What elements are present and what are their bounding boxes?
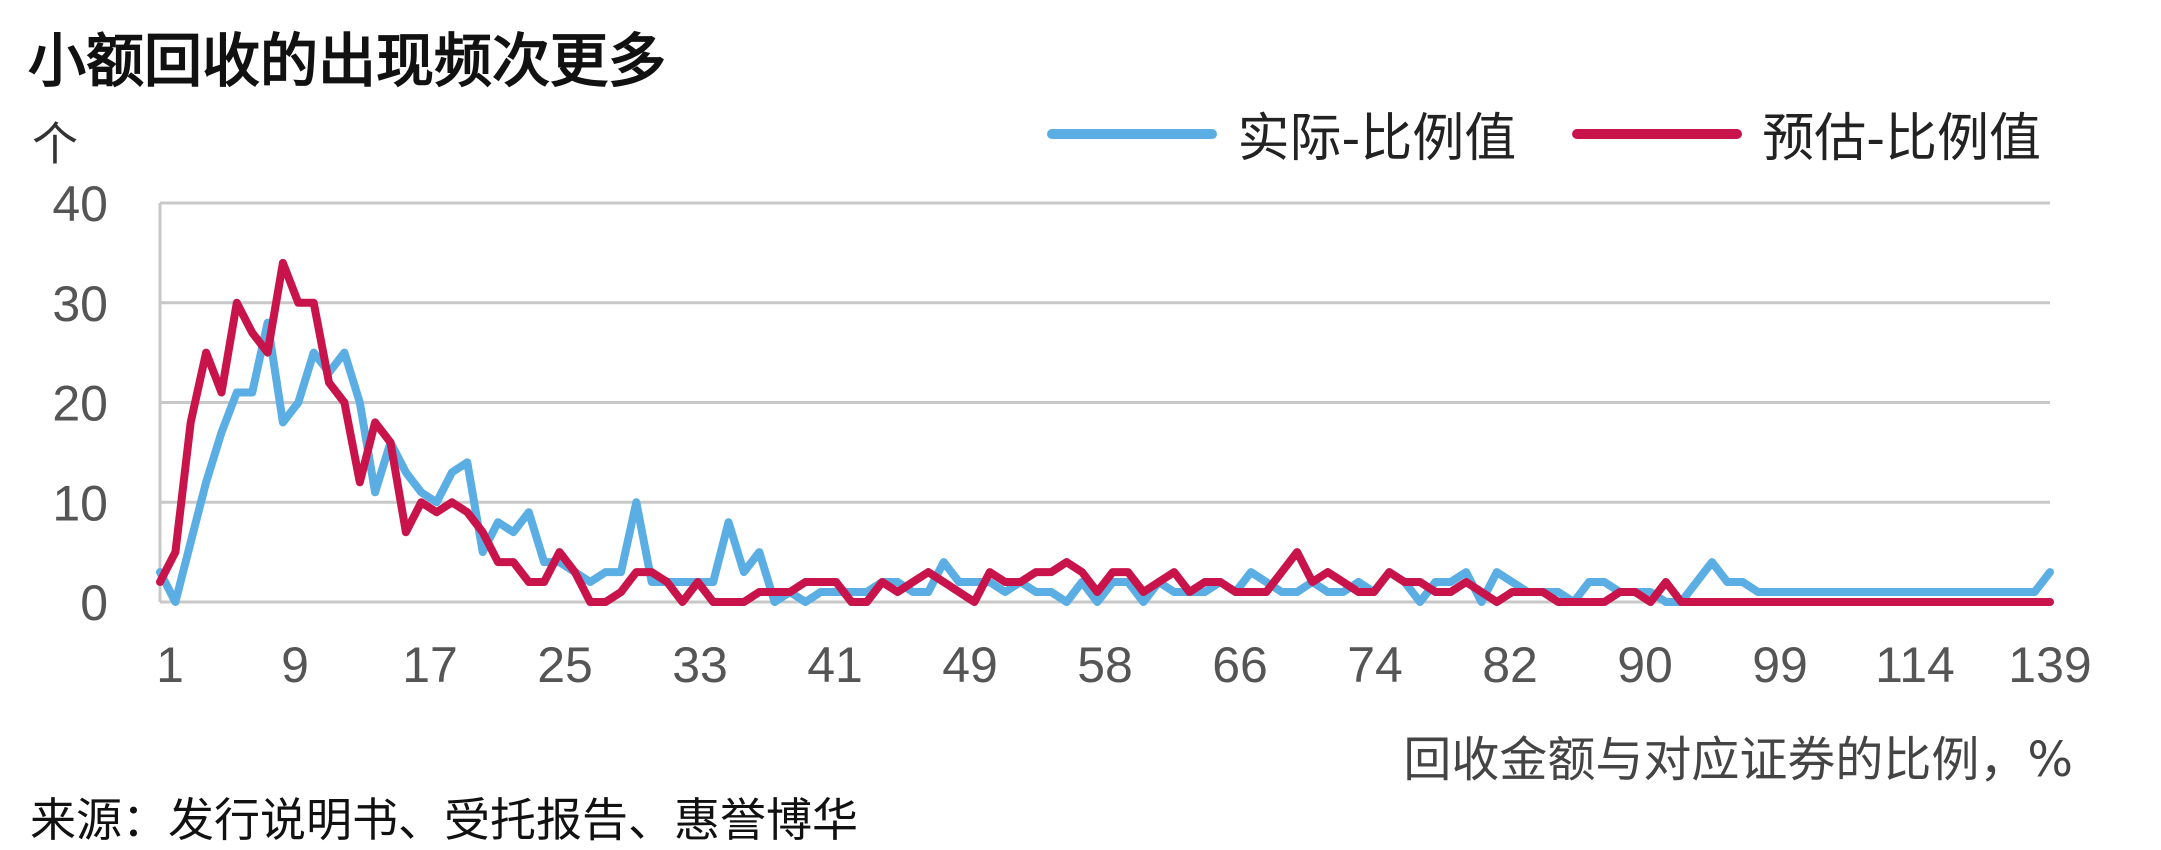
series-line-actual — [156, 318, 2054, 606]
x-tick-label-74: 74 — [1347, 637, 1403, 693]
legend-label-actual: 实际-比例值 — [1237, 109, 1517, 169]
source-note: 来源：发行说明书、受托报告、惠誉博华 — [30, 793, 858, 847]
x-tick-label-66: 66 — [1212, 637, 1268, 693]
x-tick-label-58: 58 — [1077, 637, 1133, 693]
legend: 实际-比例值 预估-比例值 — [991, 96, 2041, 171]
x-tick-label-49: 49 — [942, 637, 998, 693]
x-tick-label-90: 90 — [1617, 637, 1673, 693]
series-line-estimate — [156, 258, 2054, 606]
x-tick-label-82: 82 — [1482, 637, 1538, 693]
legend-swatch-estimate — [1572, 128, 1743, 139]
x-tick-label-9: 9 — [281, 637, 309, 693]
x-tick-label-99: 99 — [1752, 637, 1808, 693]
y-tick-label-30: 30 — [52, 276, 108, 332]
x-axis-label: 回收金额与对应证券的比例，% — [1403, 732, 2073, 788]
x-tick-label-25: 25 — [537, 637, 593, 693]
x-tick-label-139: 139 — [2008, 637, 2091, 693]
chart-title: 小额回收的出现频次更多 — [28, 27, 667, 95]
legend-item-actual: 实际-比例值 — [1047, 96, 1516, 171]
x-tick-label-1: 1 — [156, 637, 184, 693]
y-tick-label-20: 20 — [52, 376, 108, 432]
y-tick-label-10: 10 — [52, 475, 108, 531]
x-tick-label-114: 114 — [1875, 637, 1955, 693]
y-axis-unit-label: 个 — [32, 117, 78, 171]
legend-swatch-actual — [1047, 128, 1218, 139]
y-tick-label-40: 40 — [52, 176, 108, 232]
y-tick-label-0: 0 — [80, 575, 108, 631]
x-tick-label-17: 17 — [402, 637, 458, 693]
legend-item-estimate: 预估-比例值 — [1572, 96, 2041, 171]
legend-label-estimate: 预估-比例值 — [1762, 109, 2041, 169]
x-tick-label-33: 33 — [672, 637, 728, 693]
x-tick-label-41: 41 — [807, 637, 863, 693]
